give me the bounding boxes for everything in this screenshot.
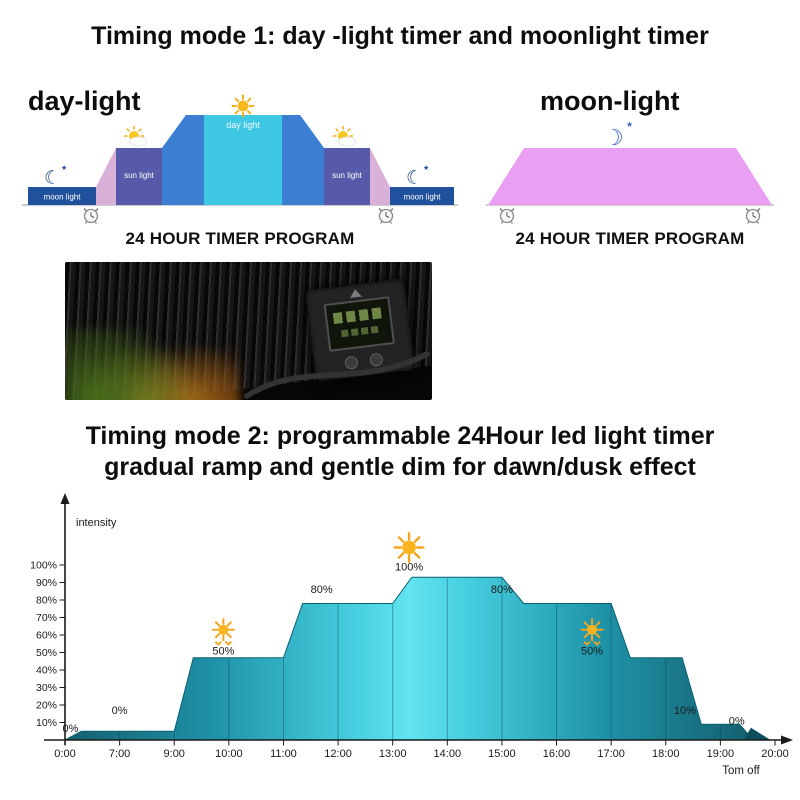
moon-light-bar-right — [390, 187, 454, 205]
value-label: 0% — [729, 715, 745, 727]
y-tick-label: 20% — [36, 700, 57, 712]
sun-light-label-left: sun light — [124, 171, 155, 180]
power-cable — [244, 351, 430, 399]
y-axis-title: intensity — [76, 517, 117, 529]
sunrise-icon — [211, 618, 235, 646]
y-tick-label: 70% — [36, 612, 57, 624]
y-axis-arrow — [60, 493, 70, 504]
x-tick-label: 17:00 — [597, 748, 625, 760]
y-tick-label: 60% — [36, 630, 57, 642]
aquarium-plants — [65, 328, 240, 400]
y-tick-label: 10% — [36, 717, 57, 729]
day-timer-caption: 24 HOUR TIMER PROGRAM — [125, 229, 355, 248]
moon-light-label-right: moon light — [404, 193, 442, 202]
value-label: 80% — [311, 584, 333, 596]
clock-icon-right — [378, 207, 394, 225]
moon-timer-caption: 24 HOUR TIMER PROGRAM — [515, 229, 745, 248]
intensity-chart: intensity 100% 90% 80% 70% 60% 50% 40% 30% 20% 10%… — [30, 493, 793, 777]
x-tick-label: 9:00 — [164, 748, 185, 760]
product-photo — [65, 262, 432, 400]
x-tick-label: 13:00 — [379, 748, 407, 760]
value-label: 50% — [212, 645, 234, 657]
morning-ramp-band — [162, 115, 204, 205]
star-icon: ★ — [626, 120, 633, 129]
x-tick-label: 15:00 — [488, 748, 516, 760]
x-tick-label: 14:00 — [434, 748, 462, 760]
day-light-label: day light — [226, 120, 260, 130]
moonlight-trapezoid — [488, 148, 772, 205]
value-label: 0% — [112, 705, 128, 717]
daylight-diagram: moon light sun light day light sun light… — [22, 94, 458, 225]
moon-icon: ☽ — [604, 125, 624, 150]
evening-ramp-band — [282, 115, 324, 205]
intensity-area — [64, 576, 755, 741]
x-tick-label: 16:00 — [543, 748, 571, 760]
day-sun-icon — [231, 94, 255, 118]
sun-cloud-icon-right — [332, 125, 357, 147]
y-tick-label: 90% — [36, 577, 57, 589]
moonlight-diagram: ☽ ★ — [486, 120, 774, 225]
sun-light-bar-left — [116, 148, 162, 205]
mode2-title-line1: Timing mode 2: programmable 24Hour led l… — [85, 422, 715, 450]
value-label: 10% — [674, 705, 696, 717]
moonlight-heading: moon-light — [540, 86, 680, 116]
moon-light-label-left: moon light — [44, 193, 82, 202]
star-icon-left: ★ — [61, 164, 67, 172]
y-tick-label: 30% — [36, 682, 57, 694]
y-tick-label: 50% — [36, 647, 57, 659]
mode1-title: Timing mode 1: day -light timer and moon… — [91, 22, 709, 50]
mode2-title: Timing mode 2: programmable 24Hour led l… — [0, 421, 800, 483]
sun-light-label-right: sun light — [332, 171, 363, 180]
sun-cloud-icon-left — [123, 125, 148, 147]
x-tick-label: 20:00 — [761, 748, 789, 760]
daylight-heading: day-light — [28, 86, 141, 116]
value-label: 50% — [581, 645, 603, 657]
sun-light-bar-right — [324, 148, 370, 205]
up-arrow-icon — [349, 288, 362, 298]
y-tick-label: 100% — [30, 560, 57, 572]
star-icon-right: ★ — [423, 164, 429, 172]
clock-icon-left — [83, 207, 99, 225]
x-tick-label: 18:00 — [652, 748, 680, 760]
moon-icon-right: ☾ — [406, 168, 423, 189]
value-label: 0% — [63, 723, 79, 735]
lcd-segments-row1 — [332, 307, 384, 325]
y-tick-label: 40% — [36, 665, 57, 677]
moon-light-bar-left — [28, 187, 96, 205]
sunset-icon — [580, 618, 604, 646]
clock-icon-left — [499, 207, 515, 225]
x-axis-arrow — [781, 735, 793, 745]
value-label: 100% — [395, 561, 423, 573]
x-tick-label: 10:00 — [215, 748, 243, 760]
x-tick-label: 12:00 — [324, 748, 352, 760]
noon-sun-icon — [393, 532, 425, 563]
clock-icon-right — [745, 207, 761, 225]
lcd-segments-row2 — [340, 325, 380, 338]
dawn-transition-left — [96, 148, 116, 205]
x-tick-label: 11:00 — [270, 748, 297, 760]
turn-off-label: Tom off — [722, 765, 760, 777]
x-tick-label: 0:00 — [54, 748, 75, 760]
mode2-title-line2: gradual ramp and gentle dim for dawn/dus… — [104, 453, 696, 481]
x-tick-label: 7:00 — [109, 748, 130, 760]
y-tick-label: 80% — [36, 595, 57, 607]
dusk-transition-right — [370, 148, 390, 205]
moon-icon-left: ☾ — [44, 168, 61, 189]
end-wedge — [743, 727, 771, 740]
x-tick-label: 19:00 — [707, 748, 735, 760]
value-label: 80% — [491, 584, 513, 596]
